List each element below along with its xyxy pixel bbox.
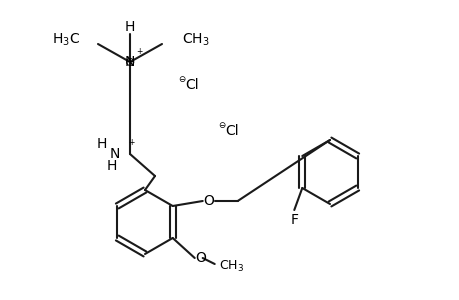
Text: Cl: Cl: [185, 78, 198, 92]
Text: $^\ominus$: $^\ominus$: [216, 122, 227, 134]
Text: H$_3$C: H$_3$C: [52, 32, 80, 48]
Text: N: N: [109, 147, 120, 161]
Text: F: F: [290, 213, 297, 227]
Text: H: H: [124, 20, 135, 34]
Text: CH$_3$: CH$_3$: [182, 32, 209, 48]
Text: $^\ominus$: $^\ominus$: [176, 76, 187, 88]
Text: Cl: Cl: [225, 124, 238, 138]
Text: $^+$: $^+$: [127, 138, 136, 148]
Text: O: O: [203, 194, 214, 208]
Text: H: H: [106, 159, 117, 173]
Text: N: N: [124, 55, 135, 69]
Text: $^+$: $^+$: [135, 47, 144, 57]
Text: CH$_3$: CH$_3$: [218, 258, 243, 274]
Text: O: O: [195, 251, 206, 265]
Text: H: H: [96, 137, 107, 151]
Text: $\oplus$: $\oplus$: [124, 56, 135, 68]
